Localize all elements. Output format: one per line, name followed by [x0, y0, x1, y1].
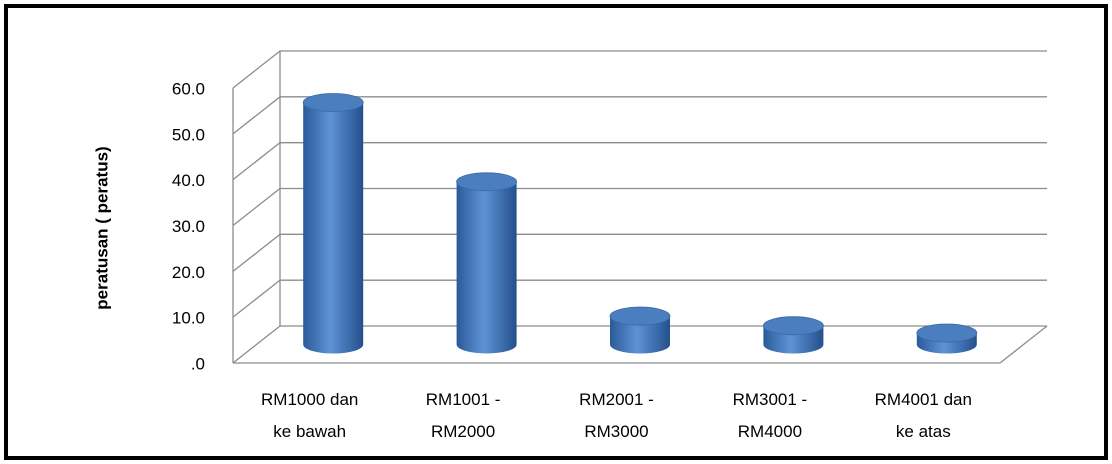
- bar-body: [610, 316, 670, 354]
- y-tick-label: 30.0: [172, 217, 205, 236]
- x-tick-label: RM2001 -RM3000: [579, 390, 654, 441]
- grid-line: [232, 96, 1047, 135]
- bar-top: [302, 93, 364, 112]
- y-tick-label: 10.0: [172, 309, 205, 328]
- frame: [4, 4, 1108, 460]
- grid-line: [232, 233, 1047, 272]
- grid-line: [232, 279, 1047, 318]
- bar-top: [763, 316, 824, 336]
- y-tick-label: 20.0: [172, 263, 205, 282]
- bar-top: [916, 323, 978, 343]
- bar: [609, 306, 671, 354]
- grid-line: [232, 142, 1047, 181]
- x-tick-label: RM1001 -RM2000: [426, 390, 501, 441]
- bar-top: [456, 172, 518, 192]
- bar: [456, 172, 518, 354]
- floor: [233, 325, 1048, 364]
- y-tick-label: 60.0: [172, 79, 205, 98]
- x-tick-label: RM1000 dan ke bawah: [261, 390, 358, 441]
- y-tick-label: 40.0: [172, 171, 205, 190]
- bar-body: [456, 181, 517, 354]
- grid-line: [232, 50, 1047, 89]
- x-tick-label: RM3001 -RM4000: [733, 390, 808, 441]
- grid-line: [232, 187, 1047, 227]
- y-tick-label: .0: [191, 354, 205, 373]
- bar: [916, 323, 978, 354]
- bar: [302, 93, 364, 354]
- x-tick-label: RM4001 dan ke atas: [875, 390, 972, 441]
- y-axis-label: peratusan ( peratus): [92, 146, 111, 309]
- y-tick-label: 50.0: [172, 125, 205, 144]
- bar-body: [303, 102, 364, 354]
- bar-top: [609, 306, 671, 326]
- bar: [763, 316, 824, 354]
